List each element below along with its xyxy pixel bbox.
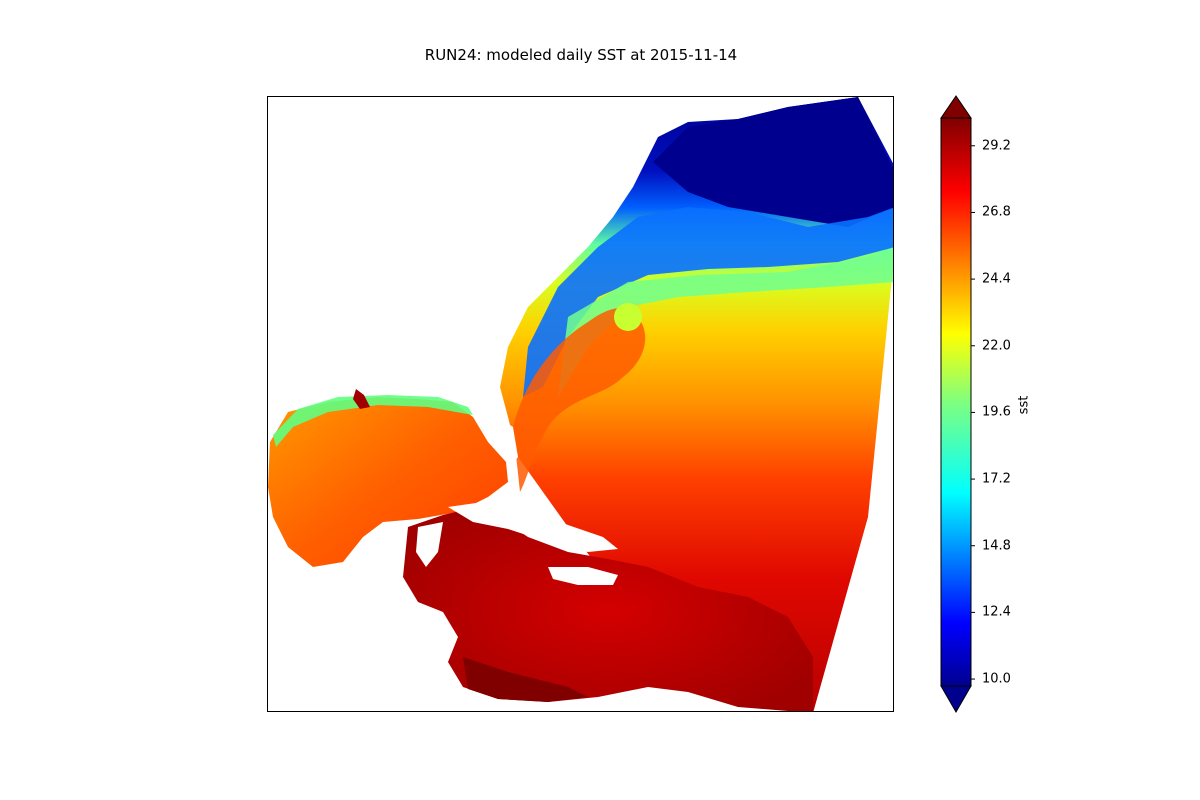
caribbean-sea-region [403, 509, 813, 711]
colorbar-tick-label: 10.0 [982, 671, 1011, 687]
colorbar-label: sst [1016, 395, 1032, 415]
sst-map-panel [267, 96, 894, 712]
south-caribbean-deep [463, 657, 588, 702]
colorbar-tick-label: 14.8 [982, 538, 1011, 554]
colorbar-tick-label: 29.2 [982, 138, 1011, 154]
hispaniola-island [548, 567, 618, 585]
map-title: RUN24: modeled daily SST at 2015-11-14 [424, 46, 738, 64]
mississippi-delta [353, 389, 370, 409]
colorbar-tick-label: 22.0 [982, 338, 1011, 354]
gulf-of-mexico-region [268, 397, 508, 567]
colorbar-tick-label: 19.6 [982, 404, 1011, 420]
colorbar-tick-label: 26.8 [982, 204, 1011, 220]
colorbar [930, 88, 1010, 728]
shelf-cold-water [523, 207, 893, 397]
sst-field [268, 97, 893, 711]
colorbar-tick-label: 17.2 [982, 471, 1011, 487]
colorbar-max-extend [940, 95, 972, 119]
gulf-of-st-lawrence-region [653, 97, 893, 227]
colorbar-tick-label: 24.4 [982, 271, 1011, 287]
gulf-stream [513, 307, 646, 492]
warm-eddy [614, 303, 642, 331]
colorbar-ticks [971, 145, 975, 680]
colorbar-scale [940, 117, 972, 687]
slope-front [558, 247, 893, 397]
colorbar-graphic [940, 95, 975, 714]
yucatan-peninsula [416, 522, 443, 567]
florida-peninsula [498, 417, 518, 467]
gulf-north-coast-cool [273, 395, 473, 447]
cuba-island [448, 502, 618, 552]
colorbar-tick-label: 12.4 [982, 604, 1011, 620]
colorbar-min-extend [940, 685, 972, 714]
